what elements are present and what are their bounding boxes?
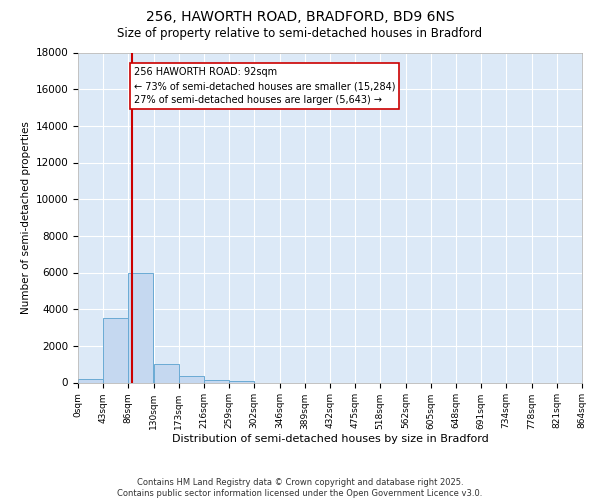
Bar [128,272,153,382]
Bar [204,380,229,382]
Bar [229,381,254,382]
X-axis label: Distribution of semi-detached houses by size in Bradford: Distribution of semi-detached houses by … [172,434,488,444]
Bar [179,376,204,382]
Y-axis label: Number of semi-detached properties: Number of semi-detached properties [22,121,31,314]
Text: Size of property relative to semi-detached houses in Bradford: Size of property relative to semi-detach… [118,28,482,40]
Text: 256 HAWORTH ROAD: 92sqm
← 73% of semi-detached houses are smaller (15,284)
27% o: 256 HAWORTH ROAD: 92sqm ← 73% of semi-de… [134,67,395,105]
Bar [78,379,103,382]
Text: 256, HAWORTH ROAD, BRADFORD, BD9 6NS: 256, HAWORTH ROAD, BRADFORD, BD9 6NS [146,10,454,24]
Text: Contains HM Land Registry data © Crown copyright and database right 2025.
Contai: Contains HM Land Registry data © Crown c… [118,478,482,498]
Bar [154,364,179,382]
Bar [103,318,128,382]
